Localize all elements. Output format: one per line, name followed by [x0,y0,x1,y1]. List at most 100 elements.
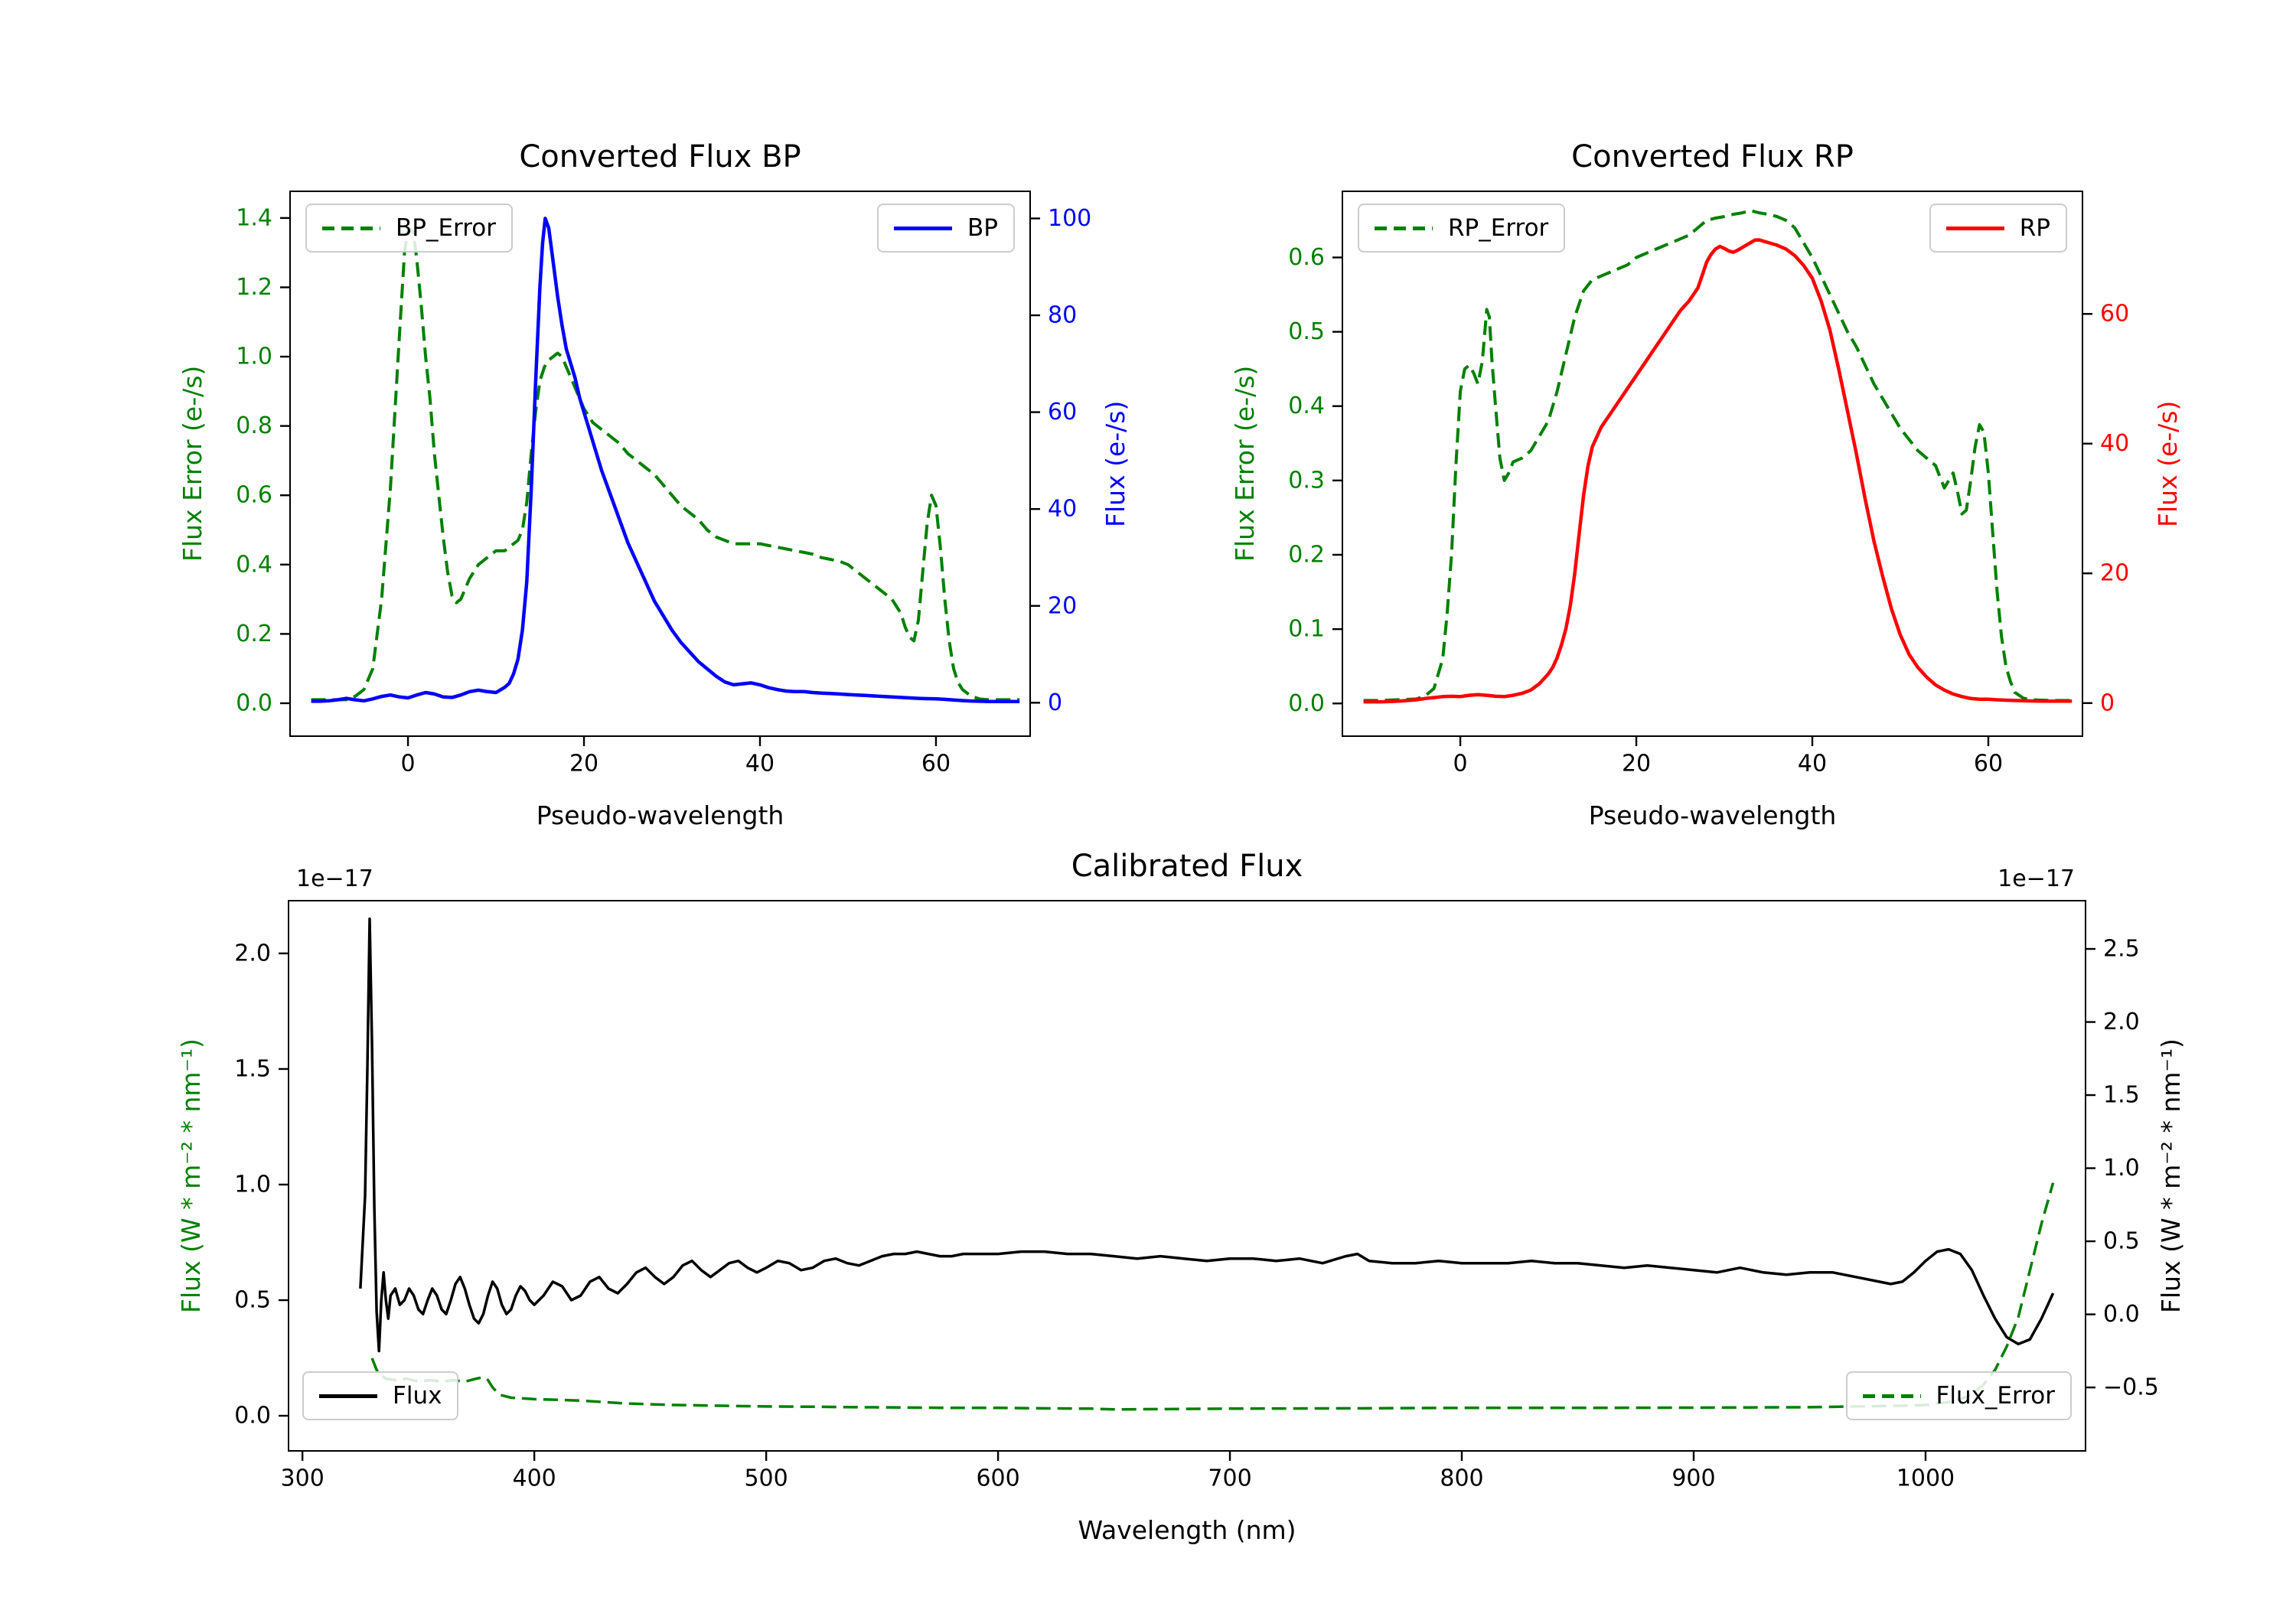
svg-text:0.4: 0.4 [1288,393,1325,419]
svg-text:0.4: 0.4 [236,551,272,578]
rp-plot-canvas: 0 20 40 60 0.0 0.1 0.2 0.3 0.4 0.5 0.6 0 20 40 60 [1288,191,2129,777]
rp-legend: RP [1929,204,2067,253]
cal-flux-error-line [370,1182,2055,1411]
rp-title: Converted Flux RP [1571,139,1854,174]
svg-text:0.6: 0.6 [236,482,272,509]
rp-ylabel-right: Flux (e-/s) [2153,400,2183,527]
cal-plot-frame [288,900,2086,1452]
rp-ylabel-left: Flux Error (e-/s) [1230,365,1260,562]
svg-text:1.0: 1.0 [234,1171,271,1198]
rp-xlabel: Pseudo-wavelength [1588,800,1837,830]
svg-text:0.0: 0.0 [1288,690,1325,717]
svg-text:40: 40 [745,751,775,777]
svg-text:40: 40 [1048,496,1077,523]
bp-ylabel-left: Flux Error (e-/s) [178,365,207,562]
svg-text:1.5: 1.5 [234,1055,271,1082]
svg-text:60: 60 [1974,751,2003,777]
flux-legend-line-sample [319,1393,377,1398]
flux-legend: Flux [302,1371,459,1420]
rp-rp-error-line [1363,209,2073,702]
svg-text:100: 100 [1048,205,1091,232]
rp-plot-frame [1342,191,2083,737]
svg-text:20: 20 [2100,560,2129,587]
subplot-calibrated: 300 400 500 600 700 800 900 1000 0.0 0.5 1.0 1.5 2.0… [176,849,2186,1545]
svg-text:1.4: 1.4 [236,204,272,231]
svg-text:2.0: 2.0 [2103,1009,2140,1035]
bp-legend: BP [877,204,1015,253]
svg-text:600: 600 [976,1465,1019,1492]
bp-error-legend: BP_Error [305,204,514,253]
svg-text:0.6: 0.6 [1288,244,1325,271]
svg-text:0.8: 0.8 [236,412,272,439]
svg-text:40: 40 [2100,430,2129,457]
svg-text:0: 0 [2100,689,2115,716]
flux-error-legend-line-sample [1862,1393,1921,1398]
svg-text:1000: 1000 [1896,1465,1955,1492]
svg-text:40: 40 [1798,751,1827,777]
svg-text:900: 900 [1671,1465,1715,1492]
svg-text:800: 800 [1440,1465,1483,1492]
svg-text:0.0: 0.0 [234,1403,271,1429]
bp-ylabel-right: Flux (e-/s) [1101,400,1130,527]
right-axis-offset-text: 1e−17 [1998,865,2075,892]
svg-text:1.2: 1.2 [236,274,272,301]
svg-text:80: 80 [1048,302,1077,329]
rp-error-legend: RP_Error [1358,204,1566,253]
svg-text:20: 20 [1622,751,1651,777]
svg-text:−0.5: −0.5 [2103,1374,2159,1401]
svg-text:0: 0 [401,751,416,777]
calibrated-title: Calibrated Flux [1071,849,1303,884]
svg-text:0.0: 0.0 [2103,1301,2140,1328]
bp-legend-line-sample [894,226,953,230]
bp-bp-line [311,217,1020,703]
svg-text:60: 60 [1048,399,1077,425]
svg-text:700: 700 [1208,1465,1251,1492]
rp-error-legend-line-sample [1375,226,1433,230]
subplot-bp: 0 20 40 60 0.0 0.2 0.4 0.6 0.8 1.0 1.2 1.4 0 20 40 60 80… [178,139,1130,830]
svg-text:0.1: 0.1 [1288,616,1325,643]
subplot-rp: 0 20 40 60 0.0 0.1 0.2 0.3 0.4 0.5 0.6 0 20 40 60 Conv… [1230,139,2183,830]
bp-error-legend-line-sample [322,226,380,230]
svg-text:0: 0 [1048,689,1062,716]
bp-title: Converted Flux BP [519,139,801,174]
svg-text:300: 300 [281,1465,325,1492]
bp-xlabel: Pseudo-wavelength [536,800,784,830]
svg-text:0.2: 0.2 [1288,541,1325,568]
svg-text:60: 60 [2100,301,2129,328]
svg-text:0: 0 [1453,751,1468,777]
rp-rp-line [1363,238,2073,704]
flux-error-legend-label: Flux_Error [1936,1382,2056,1410]
left-axis-offset-text: 1e−17 [296,865,373,892]
svg-text:0.5: 0.5 [2103,1228,2140,1255]
cal-plot-canvas: 300 400 500 600 700 800 900 1000 0.0 0.5 1.0 1.5 2.0… [234,900,2159,1492]
svg-text:500: 500 [744,1465,788,1492]
rp-error-legend-label: RP_Error [1448,214,1549,242]
svg-text:0.0: 0.0 [236,689,272,716]
svg-text:0.3: 0.3 [1288,467,1325,494]
svg-text:1.5: 1.5 [2103,1082,2140,1109]
svg-text:400: 400 [513,1465,556,1492]
calibrated-ylabel-right: Flux (W * m⁻² * nm⁻¹) [2156,1038,2186,1313]
svg-text:0.5: 0.5 [1288,318,1325,345]
calibrated-ylabel-left: Flux (W * m⁻² * nm⁻¹) [176,1038,206,1313]
svg-text:20: 20 [1048,592,1077,619]
svg-text:2.0: 2.0 [234,940,271,966]
bp-plot-frame [289,191,1031,737]
svg-text:60: 60 [921,751,951,777]
bp-bp-error-line [311,227,1020,702]
flux-error-legend: Flux_Error [1845,1371,2072,1420]
flux-legend-label: Flux [393,1382,442,1410]
svg-text:20: 20 [569,751,598,777]
svg-text:1.0: 1.0 [236,344,272,370]
svg-text:0.2: 0.2 [236,621,272,647]
svg-text:1.0: 1.0 [2103,1155,2140,1182]
bp-legend-label: BP [967,214,998,242]
calibrated-xlabel: Wavelength (nm) [1078,1515,1296,1545]
bp-plot-canvas: 0 20 40 60 0.0 0.2 0.4 0.6 0.8 1.0 1.2 1.4 0 20 40 60 80… [236,191,1091,777]
cal-flux-line [359,917,2055,1353]
svg-text:0.5: 0.5 [234,1287,271,1314]
svg-text:2.5: 2.5 [2103,936,2140,963]
bp-error-legend-label: BP_Error [396,214,497,242]
rp-legend-label: RP [2019,214,2050,242]
